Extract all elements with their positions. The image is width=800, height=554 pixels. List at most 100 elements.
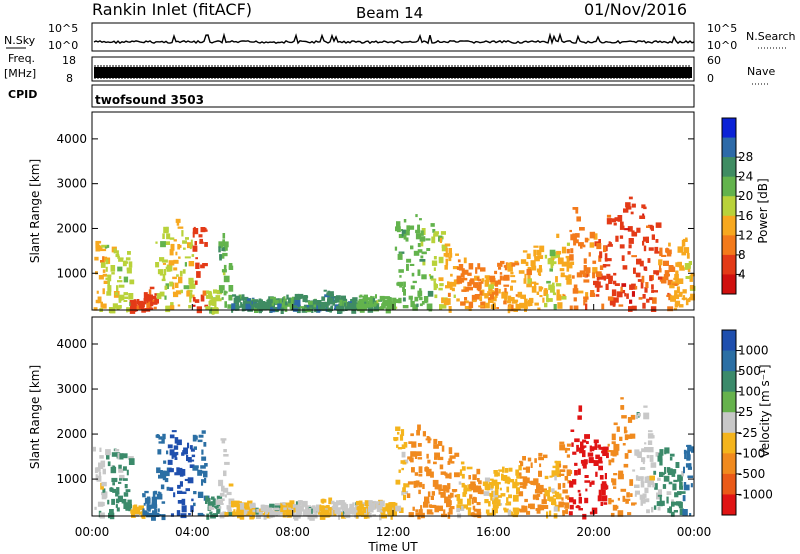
echo-cell [211,504,215,510]
echo-cell [397,431,400,435]
echo-cell [643,405,648,408]
echo-cell [671,472,676,477]
echo-cell [627,434,633,439]
echo-cell [420,505,423,512]
echo-cell [327,294,333,301]
echo-cell [220,438,227,441]
echo-cell [533,249,537,257]
echo-cell [536,291,540,295]
echo-cell [434,231,439,235]
echo-cell [653,470,657,475]
echo-cell [505,503,510,506]
echo-cell [177,490,183,494]
echo-cell [670,295,676,302]
colorbar-segment [722,254,736,275]
echo-cell [601,481,607,484]
echo-cell [93,307,98,311]
echo-cell [103,280,109,284]
echo-cell [290,305,294,311]
echo-cell [458,264,464,271]
echo-cell [419,236,426,242]
echo-cell [177,244,181,250]
echo-cell [281,303,284,308]
echo-cell [592,260,597,264]
echo-cell [534,282,539,285]
echo-cell [233,500,240,506]
echo-cell [334,509,340,514]
echo-cell [219,254,222,261]
echo-cell [437,505,443,512]
echo-cell [132,510,135,517]
echo-cell [123,292,128,296]
echo-cell [417,424,421,431]
echo-cell [107,280,110,286]
echo-cell [205,306,211,310]
echo-cell [574,470,578,476]
echo-cell [519,508,526,513]
echo-cell [600,502,604,506]
echo-cell [203,442,207,447]
echo-cell [204,304,208,308]
echo-cell [526,253,531,259]
echo-cell [503,300,507,305]
echo-cell [172,276,177,280]
echo-cell [398,269,404,273]
echo-cell [403,281,406,288]
echo-cell [128,261,133,268]
echo-cell [235,304,240,311]
echo-cell [576,444,579,452]
echo-cell [124,484,128,489]
echo-cell [424,296,427,304]
echo-cell [657,276,663,280]
echo-cell [224,301,227,308]
echo-cell [466,507,472,510]
echo-cell [582,450,586,458]
echo-cell [667,306,674,312]
echo-cell [115,504,118,508]
echo-cell [574,462,578,466]
echo-cell [306,507,312,510]
echo-cell [417,457,423,460]
echo-cell [252,512,258,515]
echo-cell [491,292,498,295]
echo-cell [661,254,667,257]
echo-cell [209,299,215,306]
echo-cell [184,478,191,481]
echo-cell [113,248,117,254]
echo-cell [674,274,679,280]
echo-cell [456,504,463,510]
echo-cell [620,286,623,292]
echo-cell [531,286,537,293]
echo-cell [591,446,598,450]
echo-cell [641,457,646,463]
echo-cell [410,451,417,457]
colorbar-segment [722,215,736,236]
echo-cell [387,504,393,511]
echo-cell [190,239,193,245]
echo-cell [494,497,499,501]
echo-cell [642,294,646,299]
echo-cell [293,507,296,513]
echo-cell [603,245,607,253]
echo-cell [383,299,389,306]
echo-cell [523,480,528,486]
echo-cell [155,262,160,268]
echo-cell [95,242,100,249]
echo-cell [647,447,654,453]
echo-cell [200,264,205,269]
echo-cell [151,514,156,521]
echo-cell [102,273,107,277]
echo-cell [461,484,466,488]
echo-cell [687,444,692,452]
echo-cell [389,300,393,304]
echo-cell [427,459,431,464]
echo-cell [655,452,660,457]
x-tick-label: 20:00 [576,525,611,539]
echo-cell [289,299,292,305]
colorbar-tick-label: 1000 [738,344,769,358]
echo-cell [680,491,686,494]
echo-cell [582,272,587,277]
echo-cell [334,296,337,304]
